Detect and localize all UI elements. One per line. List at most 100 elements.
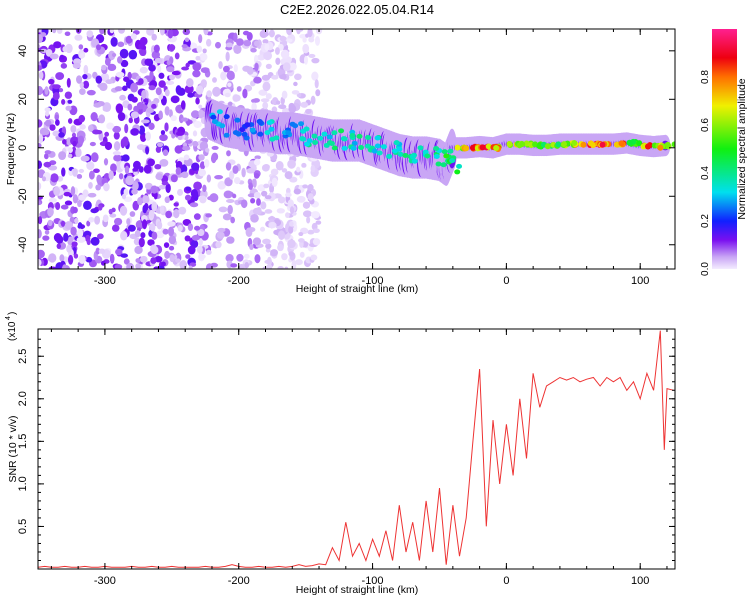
snr-ytick-label: 2.5: [17, 349, 29, 364]
noise-cell: [215, 241, 222, 249]
ridge-peak: [327, 140, 334, 146]
noise-cell: [293, 188, 302, 195]
noise-cell: [90, 152, 99, 163]
noise-cell: [256, 207, 262, 216]
noise-cell: [263, 183, 270, 189]
noise-cell: [113, 217, 123, 226]
noise-cell: [158, 110, 163, 119]
noise-cell: [233, 32, 238, 43]
noise-cell: [176, 87, 186, 96]
noise-cell: [250, 214, 259, 223]
noise-cell: [167, 221, 176, 227]
noise-cell: [67, 153, 73, 159]
noise-cell: [205, 263, 214, 269]
noise-cell: [38, 143, 42, 148]
noise-cell: [115, 103, 124, 114]
snr-frame: [37, 328, 676, 570]
noise-cell: [147, 158, 155, 167]
colorbar-tick-label: 0.2: [700, 214, 711, 228]
ridge-peak: [435, 161, 442, 167]
noise-cell: [93, 168, 100, 174]
noise-cell: [169, 74, 176, 81]
noise-cell: [75, 29, 82, 34]
noise-cell: [90, 236, 100, 246]
noise-cell: [88, 170, 95, 180]
noise-cell: [142, 204, 147, 214]
ridge-peak: [374, 135, 381, 141]
noise-cell: [277, 230, 285, 240]
noise-cell: [170, 174, 178, 183]
noise-cell: [38, 249, 45, 259]
noise-cell: [48, 253, 57, 263]
noise-cell: [104, 57, 111, 66]
noise-cell: [263, 51, 273, 61]
figure-title: C2E2.2026.022.05.04.R14: [280, 2, 434, 17]
noise-cell: [198, 109, 204, 117]
noise-cell: [80, 155, 90, 162]
noise-cell: [103, 182, 110, 192]
noise-cell: [167, 29, 174, 39]
noise-cell: [41, 176, 47, 182]
noise-cell: [181, 44, 188, 49]
noise-cell: [42, 235, 50, 241]
noise-cell: [154, 255, 163, 263]
noise-cell: [199, 141, 209, 151]
noise-cell: [98, 248, 106, 254]
noise-cell: [170, 95, 180, 104]
noise-cell: [190, 189, 199, 199]
noise-cell: [77, 222, 83, 230]
noise-cell: [225, 51, 230, 62]
noise-cell: [162, 149, 169, 157]
snr-ylabel: SNR (10 * v/v): [7, 415, 19, 482]
noise-cell: [230, 263, 238, 268]
noise-cell: [126, 218, 131, 225]
noise-cell: [185, 139, 192, 144]
noise-cell: [119, 94, 126, 101]
noise-cell: [175, 131, 185, 136]
noise-cell: [175, 258, 181, 263]
noise-cell: [265, 243, 272, 250]
ridge-peak: [411, 158, 418, 164]
spectrogram-xtick-label: 100: [631, 275, 649, 287]
noise-cell: [146, 29, 155, 36]
ridge-peak: [216, 109, 223, 115]
ridge-peak: [331, 145, 338, 151]
noise-cell: [114, 86, 123, 92]
noise-cell: [151, 201, 158, 212]
noise-cell: [223, 190, 233, 199]
ridge-peak: [519, 141, 526, 148]
noise-cell: [268, 29, 275, 38]
noise-cell: [44, 153, 49, 160]
noise-cell: [60, 220, 66, 227]
ridge-peak: [433, 154, 440, 160]
noise-cell: [187, 92, 194, 98]
noise-cell: [249, 243, 254, 251]
noise-cell: [186, 78, 194, 88]
noise-cell: [105, 79, 114, 85]
noise-cell: [254, 62, 259, 72]
noise-cell: [47, 219, 53, 227]
ridge-peak: [303, 126, 310, 132]
noise-cell: [202, 184, 207, 193]
noise-cell: [170, 115, 177, 122]
noise-cell: [61, 99, 66, 105]
spectrogram-ytick-label: 20: [17, 93, 29, 105]
ridge-peak: [321, 131, 328, 137]
noise-cell: [225, 162, 232, 171]
snr-ytick-label: 0.5: [17, 519, 29, 534]
noise-cell: [262, 39, 269, 44]
noise-cell: [256, 198, 261, 206]
spectrogram-marks: [38, 29, 675, 269]
noise-cell: [227, 204, 233, 215]
noise-cell: [284, 171, 293, 180]
noise-cell: [72, 62, 81, 69]
noise-cell: [312, 228, 320, 234]
noise-cell: [281, 253, 288, 261]
noise-cell: [58, 88, 64, 93]
noise-cell: [136, 144, 146, 151]
noise-cell: [130, 82, 139, 93]
noise-cell: [314, 79, 319, 89]
noise-cell: [241, 167, 246, 178]
noise-cell: [195, 85, 204, 95]
noise-cell: [151, 50, 160, 60]
